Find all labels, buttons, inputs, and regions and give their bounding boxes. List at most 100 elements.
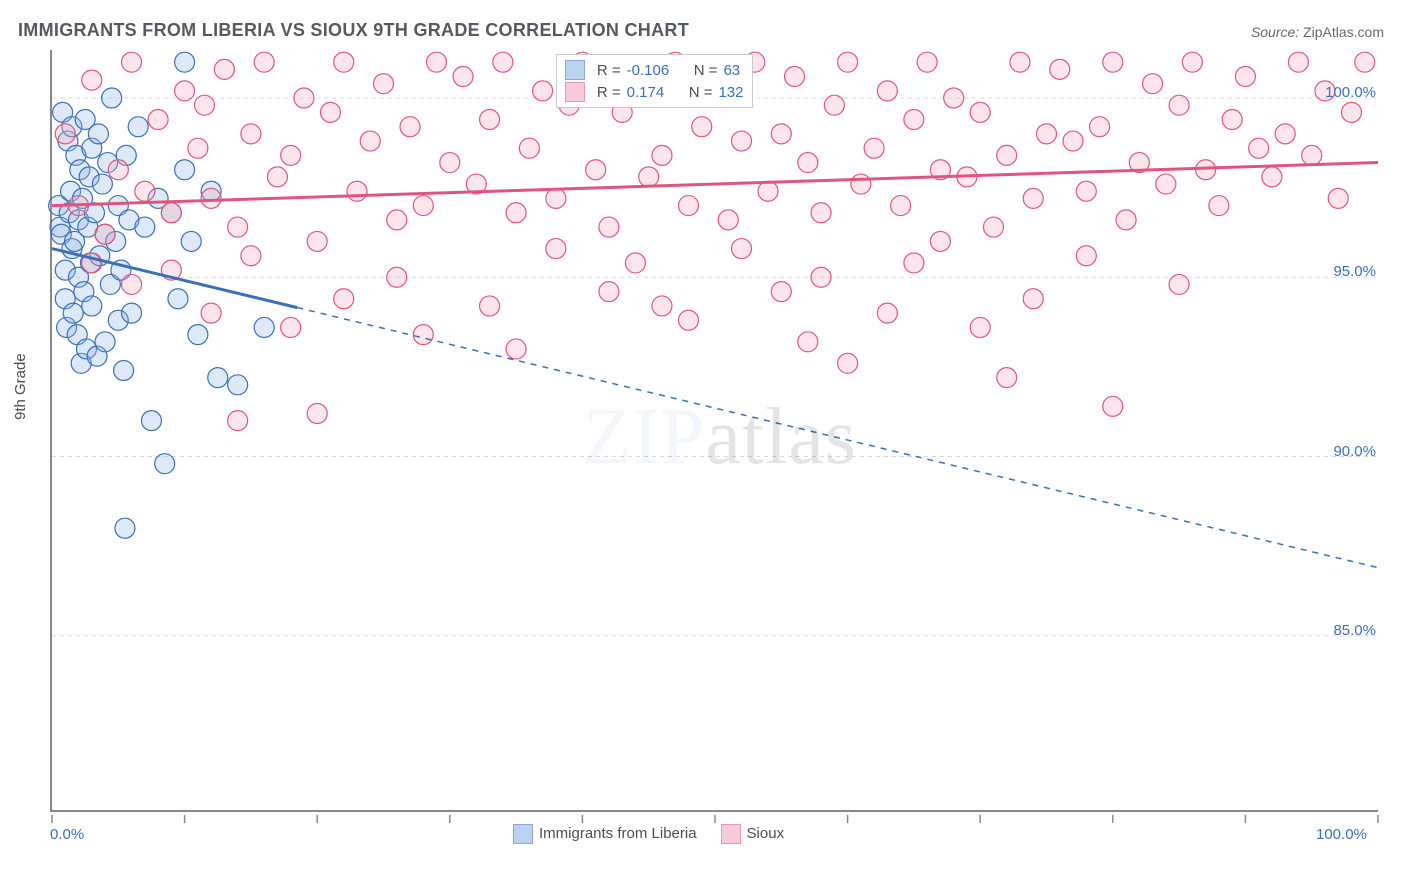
- data-point: [506, 203, 526, 223]
- data-point: [453, 67, 473, 87]
- correlation-legend: R = -0.106 N = 63 R = 0.174 N = 132: [556, 54, 753, 108]
- data-point: [798, 332, 818, 352]
- data-point: [1169, 274, 1189, 294]
- data-point: [1275, 124, 1295, 144]
- chart-title: IMMIGRANTS FROM LIBERIA VS SIOUX 9TH GRA…: [18, 20, 689, 41]
- legend-label: Sioux: [747, 825, 785, 842]
- data-point: [63, 303, 83, 323]
- data-point: [1076, 246, 1096, 266]
- data-point: [1063, 131, 1083, 151]
- data-point: [115, 518, 135, 538]
- data-point: [678, 196, 698, 216]
- data-point: [208, 368, 228, 388]
- data-point: [904, 253, 924, 273]
- data-point: [785, 67, 805, 87]
- data-point: [334, 289, 354, 309]
- y-tick-label: 85.0%: [1306, 622, 1376, 639]
- data-point: [228, 411, 248, 431]
- data-point: [400, 117, 420, 137]
- data-point: [506, 339, 526, 359]
- data-point: [692, 117, 712, 137]
- data-point: [864, 138, 884, 158]
- data-point: [798, 153, 818, 173]
- data-point: [1103, 52, 1123, 72]
- data-point: [148, 110, 168, 130]
- scatter-plot: R = -0.106 N = 63R = 0.174 N = 132 ZIPat…: [50, 50, 1378, 812]
- trend-line: [52, 163, 1378, 206]
- data-point: [181, 231, 201, 251]
- legend-item: Immigrants from Liberia: [513, 824, 697, 844]
- data-point: [1355, 52, 1375, 72]
- data-point: [427, 52, 447, 72]
- data-point: [122, 274, 142, 294]
- data-point: [519, 138, 539, 158]
- plot-svg: [52, 50, 1378, 820]
- data-point: [599, 282, 619, 302]
- data-point: [135, 217, 155, 237]
- data-point: [732, 239, 752, 259]
- data-point: [1209, 196, 1229, 216]
- data-point: [877, 303, 897, 323]
- data-point: [108, 160, 128, 180]
- data-point: [838, 353, 858, 373]
- data-point: [771, 282, 791, 302]
- data-point: [944, 88, 964, 108]
- data-point: [95, 224, 115, 244]
- legend-swatch: [513, 824, 533, 844]
- data-point: [1182, 52, 1202, 72]
- data-point: [1037, 124, 1057, 144]
- data-point: [1169, 95, 1189, 115]
- data-point: [82, 70, 102, 90]
- data-point: [1262, 167, 1282, 187]
- legend-swatch: [721, 824, 741, 844]
- n-value: 63: [723, 62, 740, 79]
- data-point: [970, 102, 990, 122]
- data-point: [281, 145, 301, 165]
- data-point: [228, 217, 248, 237]
- legend-label: Immigrants from Liberia: [539, 825, 697, 842]
- data-point: [440, 153, 460, 173]
- data-point: [214, 59, 234, 79]
- data-point: [254, 52, 274, 72]
- data-point: [135, 181, 155, 201]
- correlation-row: R = 0.174 N = 132: [565, 81, 744, 103]
- data-point: [838, 52, 858, 72]
- data-point: [533, 81, 553, 101]
- data-point: [891, 196, 911, 216]
- r-label: R =: [597, 84, 621, 101]
- data-point: [811, 267, 831, 287]
- data-point: [175, 160, 195, 180]
- source-label: Source:: [1251, 24, 1299, 40]
- data-point: [1328, 188, 1348, 208]
- trend-line-extrapolated: [297, 308, 1378, 568]
- data-point: [241, 124, 261, 144]
- n-label: N =: [694, 62, 718, 79]
- legend-swatch: [565, 82, 585, 102]
- data-point: [334, 52, 354, 72]
- data-point: [141, 411, 161, 431]
- data-point: [771, 124, 791, 144]
- data-point: [188, 325, 208, 345]
- source-value: ZipAtlas.com: [1303, 24, 1384, 40]
- data-point: [1103, 396, 1123, 416]
- y-axis-label: 9th Grade: [12, 353, 29, 420]
- y-tick-label: 100.0%: [1306, 84, 1376, 101]
- r-value: -0.106: [627, 62, 670, 79]
- data-point: [1288, 52, 1308, 72]
- data-point: [652, 145, 672, 165]
- data-point: [1156, 174, 1176, 194]
- data-point: [1249, 138, 1269, 158]
- legend-item: Sioux: [721, 824, 785, 844]
- data-point: [917, 52, 937, 72]
- data-point: [1023, 188, 1043, 208]
- series-legend: Immigrants from Liberia Sioux: [513, 824, 784, 844]
- data-point: [155, 454, 175, 474]
- data-point: [718, 210, 738, 230]
- data-point: [997, 368, 1017, 388]
- data-point: [194, 95, 214, 115]
- data-point: [1143, 74, 1163, 94]
- data-point: [639, 167, 659, 187]
- data-point: [294, 88, 314, 108]
- data-point: [1341, 102, 1361, 122]
- data-point: [877, 81, 897, 101]
